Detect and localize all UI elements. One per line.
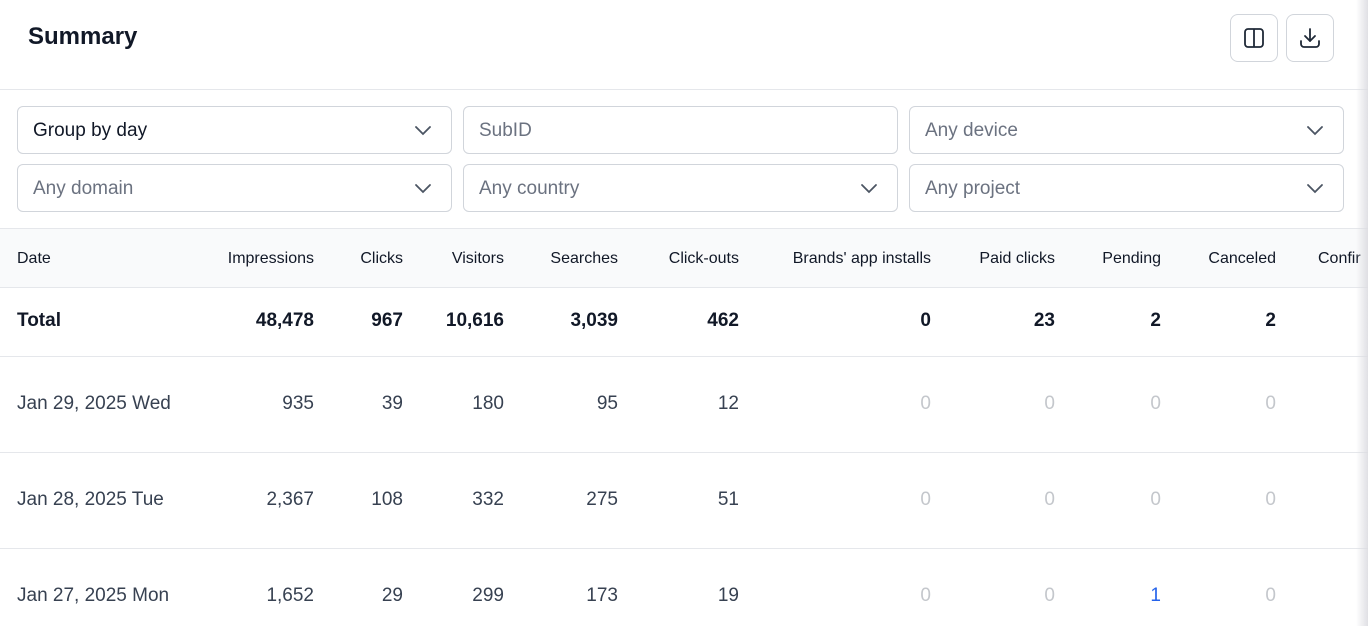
column-header-visitors[interactable]: Visitors [451,250,504,267]
chevron-down-icon [415,126,431,136]
row-date: Jan 29, 2025 Wed [17,393,171,414]
total-canceled: 2 [1265,310,1276,331]
row-pending: 0 [1150,393,1161,414]
project-select[interactable]: Any project [909,164,1344,212]
row-paid-clicks: 0 [1044,585,1055,606]
row-paid-clicks: 0 [1044,489,1055,510]
domain-value: Any domain [33,178,134,199]
row-pending-link[interactable]: 1 [1150,585,1161,606]
horizontal-scroll-shadow [1356,0,1368,626]
row-clicks: 108 [371,489,403,510]
total-app-installs: 0 [920,310,931,331]
row-app-installs: 0 [920,489,931,510]
column-header-click-outs[interactable]: Click-outs [668,250,739,267]
total-paid-clicks: 23 [1033,310,1055,331]
column-header-paid-clicks[interactable]: Paid clicks [979,250,1055,267]
row-click-outs: 12 [717,393,739,414]
row-canceled: 0 [1265,489,1276,510]
row-searches: 275 [586,489,618,510]
column-header-pending[interactable]: Pending [1102,250,1161,267]
column-header-app-installs[interactable]: Brands' app installs [792,250,931,267]
column-header-confirmed[interactable]: Confir [1318,250,1361,267]
download-icon [1300,28,1320,48]
chevron-down-icon [415,184,431,194]
total-clicks: 967 [371,310,403,331]
row-paid-clicks: 0 [1044,393,1055,414]
row-clicks: 39 [381,393,403,414]
total-visitors: 10,616 [445,310,504,331]
row-impressions: 1,652 [266,585,314,606]
row-searches: 95 [596,393,618,414]
row-visitors: 299 [472,585,504,606]
chevron-down-icon [1307,126,1323,136]
table-row: Jan 29, 2025 Wed 935 39 180 95 12 0 0 0 … [0,357,1368,453]
country-select[interactable]: Any country [463,164,898,212]
row-canceled: 0 [1265,585,1276,606]
row-app-installs: 0 [920,393,931,414]
column-header-canceled[interactable]: Canceled [1208,250,1276,267]
column-header-impressions[interactable]: Impressions [227,250,314,267]
subid-placeholder: SubID [479,120,532,141]
country-value: Any country [479,178,580,199]
total-click-outs: 462 [707,310,739,331]
row-visitors: 180 [472,393,504,414]
row-date: Jan 27, 2025 Mon [17,585,170,606]
domain-select[interactable]: Any domain [17,164,452,212]
columns-toggle-button[interactable] [1230,14,1278,62]
project-value: Any project [925,178,1021,199]
column-header-searches[interactable]: Searches [550,250,618,267]
row-click-outs: 19 [717,585,739,606]
total-impressions: 48,478 [255,310,314,331]
columns-icon [1244,28,1264,48]
row-click-outs: 51 [717,489,739,510]
total-searches: 3,039 [570,310,618,331]
group-by-select[interactable]: Group by day [17,106,452,154]
download-button[interactable] [1286,14,1334,62]
table-header: Date Impressions Clicks Visitors Searche… [0,228,1368,288]
row-searches: 173 [586,585,618,606]
row-visitors: 332 [472,489,504,510]
device-select[interactable]: Any device [909,106,1344,154]
subid-input[interactable]: SubID [463,106,898,154]
table-row: Jan 28, 2025 Tue 2,367 108 332 275 51 0 … [0,453,1368,549]
device-value: Any device [925,120,1018,141]
row-impressions: 935 [282,393,314,414]
total-label: Total [17,310,61,331]
row-canceled: 0 [1265,393,1276,414]
column-header-clicks[interactable]: Clicks [360,250,403,267]
row-pending: 0 [1150,489,1161,510]
page-title: Summary [28,23,138,50]
group-by-value: Group by day [33,120,148,141]
row-clicks: 29 [381,585,403,606]
total-pending: 2 [1150,310,1161,331]
chevron-down-icon [1307,184,1323,194]
row-date: Jan 28, 2025 Tue [17,489,164,510]
table-total-row: Total 48,478 967 10,616 3,039 462 0 23 2… [0,288,1368,357]
row-app-installs: 0 [920,585,931,606]
page-header: Summary [0,0,1368,90]
column-header-date[interactable]: Date [17,250,51,267]
table-row: Jan 27, 2025 Mon 1,652 29 299 173 19 0 0… [0,549,1368,626]
row-impressions: 2,367 [266,489,314,510]
chevron-down-icon [861,184,877,194]
